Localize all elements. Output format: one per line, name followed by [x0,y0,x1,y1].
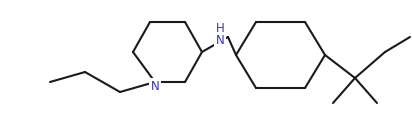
Text: N: N [151,79,159,92]
Text: H
N: H N [215,22,225,46]
